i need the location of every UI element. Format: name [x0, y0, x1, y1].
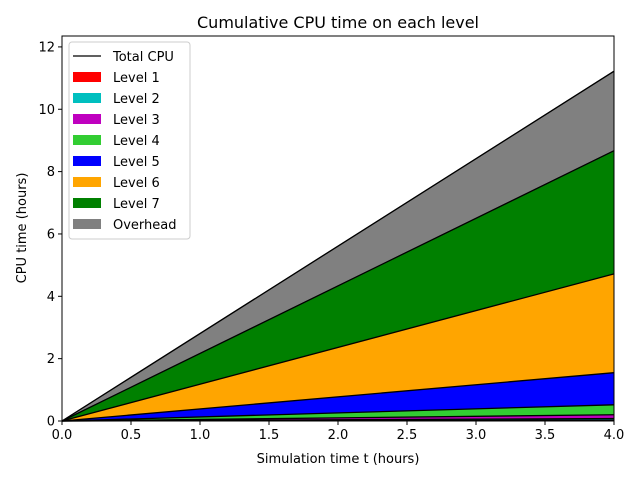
boundary-level-6 — [61, 273, 615, 422]
legend-label-level-5: Level 5 — [113, 155, 160, 170]
legend-swatch-level-7 — [73, 198, 101, 208]
x-tick-label: 3.5 — [535, 428, 556, 443]
x-tick-label: 3.0 — [466, 428, 487, 443]
x-axis-ticks: 0.0 0.5 1.0 1.5 2.0 2.5 3.0 3.5 4.0 — [52, 421, 625, 443]
x-tick-label: 2.0 — [328, 428, 349, 443]
boundary-level-4 — [61, 404, 615, 422]
legend-label-level-2: Level 2 — [113, 92, 160, 107]
x-tick-label: 0.5 — [121, 428, 142, 443]
x-tick-label: 0.0 — [52, 428, 73, 443]
legend-swatch-level-1 — [73, 72, 101, 82]
y-axis-ticks: 0 2 4 6 8 10 12 — [38, 40, 62, 430]
x-tick-label: 1.0 — [190, 428, 211, 443]
legend-swatch-level-4 — [73, 135, 101, 145]
legend: Total CPU Level 1 Level 2 Level 3 Level 4 Lev… — [68, 41, 191, 240]
x-axis-label: Simulation time t (hours) — [257, 452, 420, 467]
boundary-level-7 — [61, 150, 615, 422]
legend-label-level-6: Level 6 — [113, 176, 160, 191]
y-tick-label: 12 — [38, 40, 55, 55]
legend-box — [68, 41, 191, 240]
y-tick-label: 10 — [38, 103, 55, 118]
y-tick-label: 8 — [47, 165, 55, 180]
legend-swatch-level-3 — [73, 114, 101, 124]
legend-label-total-cpu: Total CPU — [112, 50, 174, 65]
legend-swatch-level-6 — [73, 177, 101, 187]
legend-swatch-level-2 — [73, 93, 101, 103]
y-tick-label: 4 — [47, 290, 55, 305]
boundary-level-3 — [61, 414, 615, 422]
legend-label-level-3: Level 3 — [113, 113, 160, 128]
y-tick-label: 6 — [47, 227, 55, 242]
legend-swatch-level-5 — [73, 156, 101, 166]
legend-label-level-1: Level 1 — [113, 71, 160, 86]
legend-label-level-7: Level 7 — [113, 197, 160, 212]
legend-label-overhead: Overhead — [113, 218, 177, 233]
legend-label-level-4: Level 4 — [113, 134, 160, 149]
boundary-level-5 — [61, 372, 615, 422]
x-tick-label: 1.5 — [259, 428, 280, 443]
legend-swatch-overhead — [73, 219, 101, 229]
y-tick-label: 2 — [47, 352, 55, 367]
total-cpu-line-group — [61, 70, 615, 422]
total-cpu-line — [61, 70, 615, 422]
y-axis-label: CPU time (hours) — [15, 173, 30, 284]
chart-title: Cumulative CPU time on each level — [197, 13, 479, 32]
x-tick-label: 4.0 — [604, 428, 625, 443]
y-tick-label: 0 — [47, 415, 55, 430]
x-tick-label: 2.5 — [397, 428, 418, 443]
